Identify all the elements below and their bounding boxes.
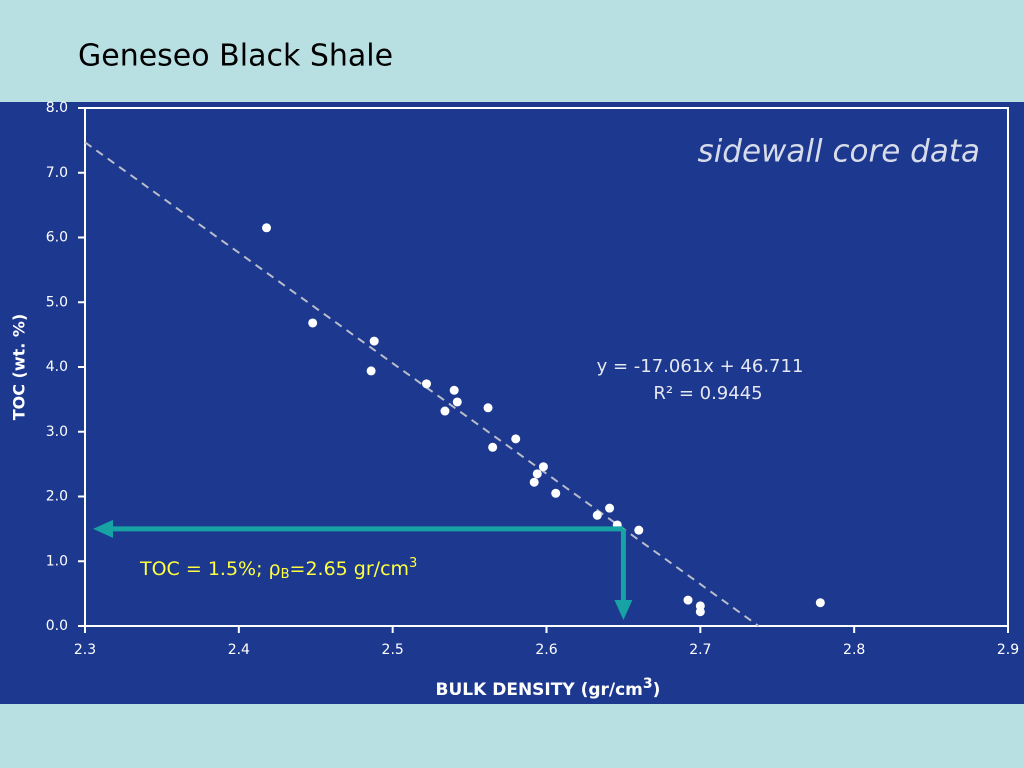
y-tick-label: 3.0 <box>46 424 68 440</box>
x-tick-label: 2.7 <box>689 642 711 658</box>
y-tick-label: 1.0 <box>46 553 68 569</box>
data-point <box>551 488 561 498</box>
annotation-sup: 3 <box>409 556 417 571</box>
y-tick-label: 6.0 <box>46 230 68 246</box>
data-point <box>529 477 539 487</box>
data-point <box>452 397 462 407</box>
data-point <box>592 510 602 520</box>
trend-equation: y = -17.061x + 46.711 <box>597 356 804 377</box>
data-point <box>488 442 498 452</box>
trendline <box>84 141 760 627</box>
x-tick-label: 2.8 <box>843 642 865 658</box>
data-point <box>538 462 548 472</box>
data-point <box>262 223 272 233</box>
y-tick-label: 5.0 <box>46 294 68 310</box>
arrow-head <box>93 519 113 538</box>
data-point <box>440 406 450 416</box>
annotation-sub: B <box>281 567 290 582</box>
data-point <box>605 503 615 513</box>
data-point <box>369 336 379 346</box>
y-tick-label: 4.0 <box>46 359 68 375</box>
trend-r2: R² = 0.9445 <box>653 383 762 404</box>
chart-subtitle: sidewall core data <box>698 134 980 170</box>
plot: 0.0 1.0 2.0 3.0 4.0 5.0 6.0 7.0 8.0 2.3 2.4 2.5 2.6 2… <box>46 100 1019 658</box>
x-tick-label: 2.3 <box>74 642 96 658</box>
data-point <box>511 434 521 444</box>
data-point <box>634 525 644 535</box>
data-point <box>483 403 493 413</box>
slide-title: Geneseo Black Shale <box>78 39 393 74</box>
x-axis-label-sup: 3 <box>643 676 653 692</box>
arrow-head <box>614 600 633 620</box>
annotation: TOC = 1.5%; ρB=2.65 gr/cm3 <box>139 556 417 582</box>
data-point <box>366 366 376 376</box>
y-tick-label: 7.0 <box>46 165 68 181</box>
data-point <box>815 598 825 608</box>
x-tick-label: 2.9 <box>997 642 1019 658</box>
x-axis-label-end: ) <box>653 680 661 700</box>
data-point <box>308 318 318 328</box>
x-tick-label: 2.5 <box>382 642 404 658</box>
data-point <box>422 379 432 389</box>
chart-panel <box>0 102 1024 704</box>
x-tick-label: 2.4 <box>228 642 250 658</box>
data-point <box>695 607 705 617</box>
y-axis-label: TOC (wt. %) <box>10 314 29 421</box>
y-tick-label: 8.0 <box>46 100 68 116</box>
x-axis-label: BULK DENSITY (gr/cm3) <box>436 676 661 700</box>
y-tick-label: 0.0 <box>46 618 68 634</box>
y-tick-label: 2.0 <box>46 489 68 505</box>
x-tick-label: 2.6 <box>535 642 557 658</box>
data-point <box>683 595 693 605</box>
data-point <box>532 469 542 479</box>
annotation-part: TOC = 1.5%; ρ <box>139 558 281 580</box>
data-point <box>449 385 459 395</box>
x-axis-label-main: BULK DENSITY (gr/cm <box>436 680 643 700</box>
annotation-part: =2.65 gr/cm <box>290 558 410 580</box>
